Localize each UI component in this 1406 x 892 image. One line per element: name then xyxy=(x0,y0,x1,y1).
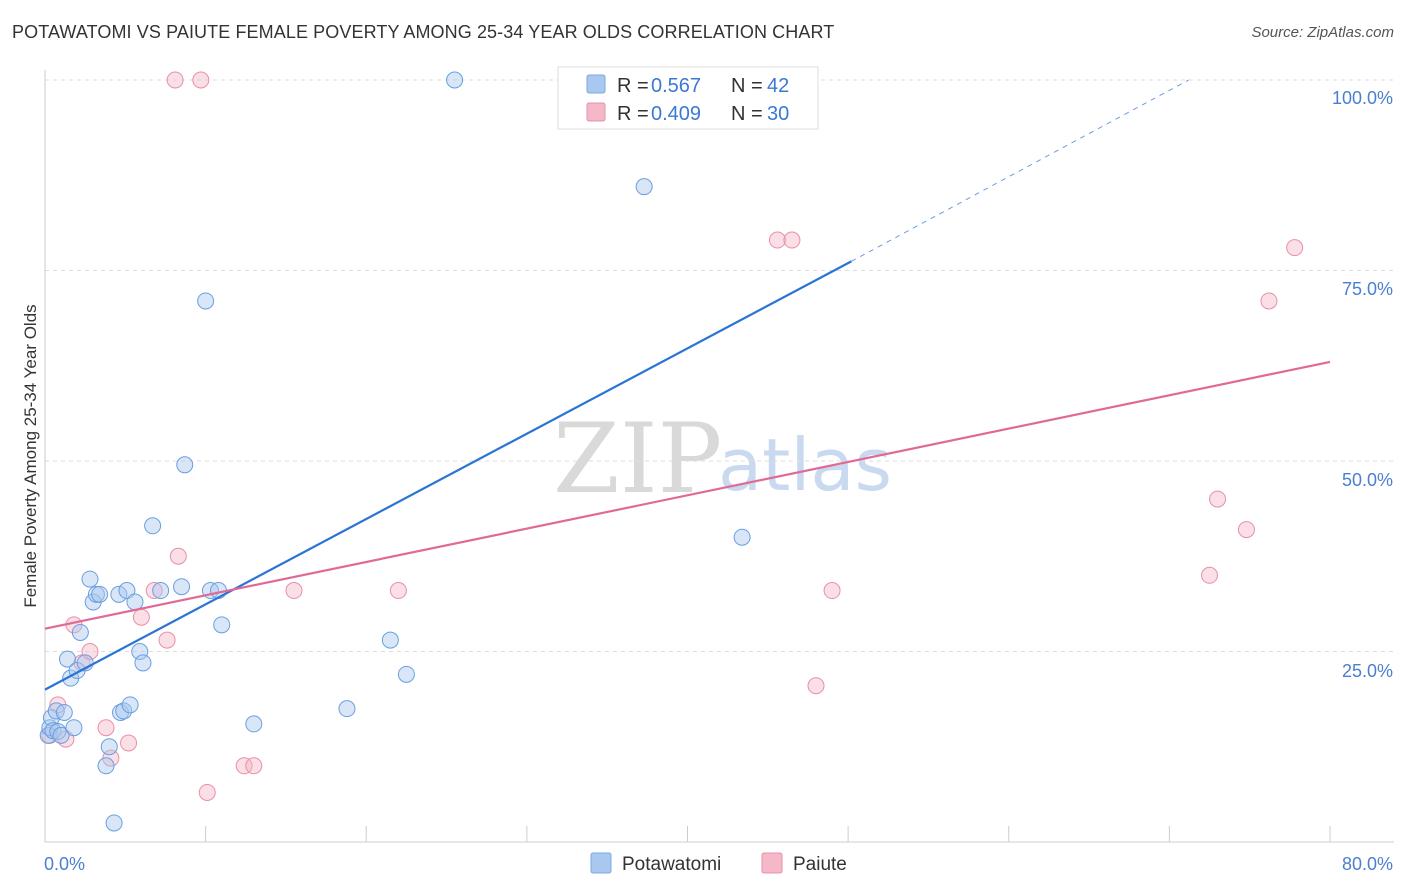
potawatomi-point-14 xyxy=(81,570,99,588)
paiute-point-22 xyxy=(807,677,825,695)
potawatomi-point-40 xyxy=(397,665,415,683)
paiute-n-label: N = xyxy=(731,103,763,125)
potawatomi-series-label: Potawatomi xyxy=(622,854,721,875)
source-label: Source: ZipAtlas.com xyxy=(1251,24,1394,41)
potawatomi-point-29 xyxy=(144,517,162,535)
potawatomi-point-30 xyxy=(152,582,170,600)
potawatomi-point-25 xyxy=(121,696,139,714)
paiute-point-12 xyxy=(166,71,184,89)
paiute-n-value: 30 xyxy=(767,103,789,125)
x-tick-label-0: 0.0% xyxy=(44,854,85,874)
potawatomi-point-26 xyxy=(126,593,144,611)
potawatomi-point-31 xyxy=(173,578,191,596)
potawatomi-point-17 xyxy=(91,585,109,603)
potawatomi-point-27 xyxy=(131,643,149,660)
y-tick-label-25: 25.0% xyxy=(1342,661,1393,681)
x-ticks xyxy=(44,826,1331,842)
paiute-point-19 xyxy=(389,582,407,600)
y-tick-label-100: 100.0% xyxy=(1332,88,1393,108)
potawatomi-point-3 xyxy=(44,722,62,740)
potawatomi-point-18 xyxy=(97,757,115,775)
potawatomi-trend-line xyxy=(44,260,852,691)
paiute-point-8 xyxy=(120,734,138,752)
paiute-series-label: Paiute xyxy=(793,854,847,875)
paiute-trend-line xyxy=(44,360,1331,630)
paiute-point-23 xyxy=(823,582,841,600)
paiute-point-27 xyxy=(1260,292,1278,310)
potawatomi-point-33 xyxy=(197,292,215,310)
potawatomi-point-38 xyxy=(338,700,356,718)
potawatomi-point-8 xyxy=(58,650,76,668)
paiute-point-24 xyxy=(1201,566,1219,584)
paiute-series-swatch xyxy=(761,852,783,874)
paiute-point-28 xyxy=(1286,239,1304,257)
potawatomi-n-label: N = xyxy=(731,75,763,97)
paiute-point-10 xyxy=(145,582,163,600)
paiute-point-13 xyxy=(169,547,187,565)
potawatomi-trend-extension xyxy=(851,79,1189,262)
paiute-point-16 xyxy=(235,757,253,775)
potawatomi-point-7 xyxy=(55,703,73,721)
paiute-point-21 xyxy=(783,231,801,249)
paiute-point-11 xyxy=(158,631,176,649)
watermark-zip: ZIP xyxy=(553,403,722,515)
potawatomi-point-21 xyxy=(110,585,128,603)
paiute-point-17 xyxy=(245,757,263,775)
y-axis-label: Female Poverty Among 25-34 Year Olds xyxy=(21,304,40,607)
potawatomi-r-label: R = xyxy=(617,75,649,97)
paiute-point-20 xyxy=(768,231,786,249)
potawatomi-point-28 xyxy=(134,654,152,672)
potawatomi-point-43 xyxy=(733,528,751,546)
potawatomi-points xyxy=(39,71,751,832)
paiute-point-25 xyxy=(1209,490,1227,508)
potawatomi-point-39 xyxy=(381,631,399,649)
potawatomi-series-swatch xyxy=(590,852,612,874)
paiute-point-5 xyxy=(81,643,99,660)
potawatomi-point-42 xyxy=(635,178,653,196)
x-tick-label-80: 80.0% xyxy=(1342,854,1393,874)
potawatomi-n-value: 42 xyxy=(767,75,789,97)
potawatomi-point-20 xyxy=(105,814,123,832)
chart-title: POTAWATOMI VS PAIUTE FEMALE POVERTY AMON… xyxy=(12,22,835,42)
trend-lines xyxy=(44,79,1331,691)
paiute-point-15 xyxy=(198,783,216,801)
paiute-r-value: 0.409 xyxy=(651,103,701,125)
potawatomi-point-41 xyxy=(446,71,464,89)
paiute-point-14 xyxy=(192,71,210,89)
gridlines xyxy=(45,79,1394,652)
paiute-point-6 xyxy=(97,719,115,737)
series-legend: Potawatomi Paiute xyxy=(590,852,847,875)
paiute-point-9 xyxy=(132,608,150,626)
potawatomi-point-10 xyxy=(65,719,83,737)
potawatomi-point-12 xyxy=(71,623,89,641)
potawatomi-point-23 xyxy=(115,702,133,720)
potawatomi-point-6 xyxy=(52,726,70,744)
potawatomi-point-19 xyxy=(100,738,118,756)
paiute-point-26 xyxy=(1237,521,1255,539)
potawatomi-legend-swatch xyxy=(586,74,606,94)
y-tick-label-50: 50.0% xyxy=(1342,470,1393,490)
potawatomi-r-value: 0.567 xyxy=(651,75,701,97)
paiute-legend-swatch xyxy=(586,102,606,122)
y-tick-label-75: 75.0% xyxy=(1342,279,1393,299)
potawatomi-point-36 xyxy=(213,616,231,634)
watermark-atlas: atlas xyxy=(718,423,892,507)
stats-legend: R = 0.567 N = 42 R = 0.409 N = 30 xyxy=(557,66,819,130)
paiute-point-18 xyxy=(285,582,303,600)
potawatomi-point-32 xyxy=(176,456,194,474)
paiute-r-label: R = xyxy=(617,103,649,125)
potawatomi-point-37 xyxy=(245,715,263,733)
